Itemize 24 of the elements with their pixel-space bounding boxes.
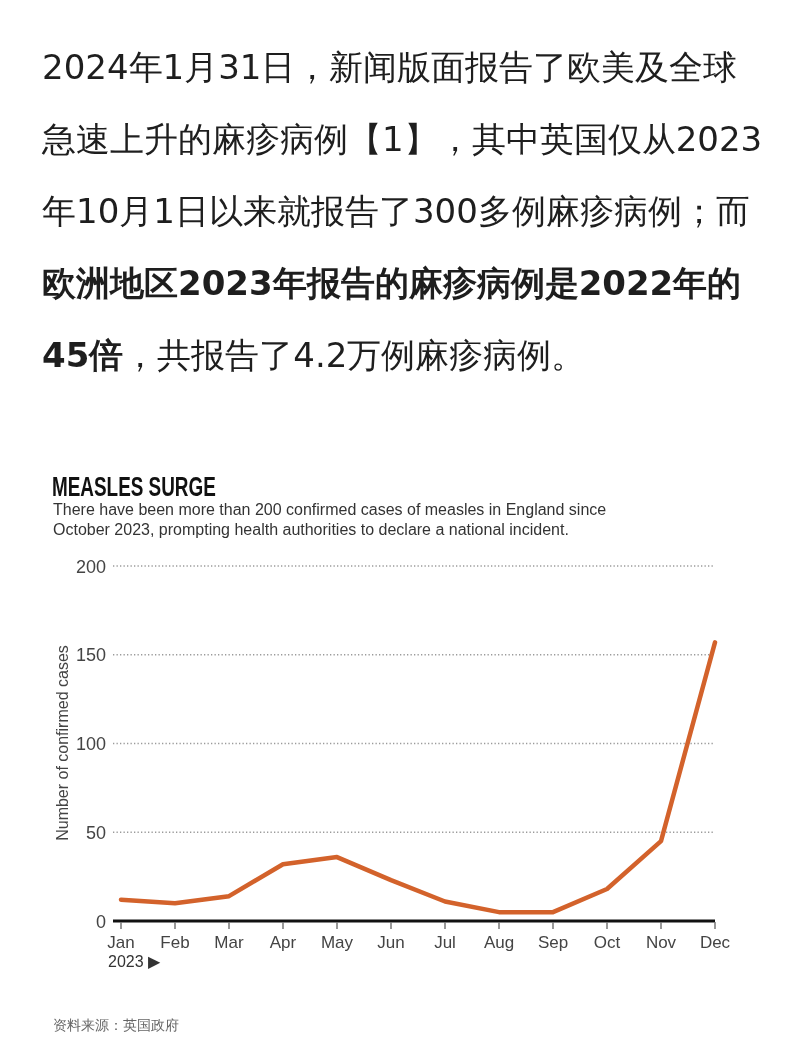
x-tick-label: Aug — [483, 933, 515, 952]
x-tick-label: Apr — [269, 933, 297, 952]
y-tick-label: 0 — [95, 911, 106, 932]
x-tick-label: Jun — [377, 933, 405, 952]
x-tick-label: Jan — [107, 933, 135, 952]
x-tick-label: Jul — [434, 933, 456, 952]
x-tick-label: Mar — [214, 933, 244, 952]
y-axis-title: Number of confirmed cases — [54, 645, 71, 841]
y-tick-label: 100 — [75, 734, 106, 754]
x-tick-label: Oct — [593, 933, 621, 952]
y-tick-label: 150 — [75, 645, 106, 666]
x-axis-title: 2023 ▶ — [108, 953, 162, 970]
text: 2024年1月31日，新闻版面报告了欧美及全球急速上升的麻疹病例【1】，其中英国仅从2023年10月1日以来就报告了300多例麻疹病例；而欧洲地区2023年报告的麻疹病例是2022年的45倍，共报告了4.2万例麻疹病例。 — [42, 46, 764, 377]
x-tick-label: Dec — [699, 933, 731, 952]
line-series — [118, 640, 718, 915]
y-tick-label: 200 — [75, 556, 106, 577]
x-tick-label: Sep — [537, 933, 569, 952]
x-tick-label: Nov — [645, 933, 677, 952]
x-tick-label: May — [320, 933, 354, 952]
chart-subtitle: There have been more than 200 confirmed cases of measles in England since October 2023, prompting health authorities to declare a national incident. — [53, 500, 608, 540]
y-tick-label: 50 — [85, 822, 106, 843]
chart-title: MEASLES SURGE — [52, 472, 216, 502]
text: 资料来源：英国政府 — [53, 1016, 179, 1034]
x-tick-label: Feb — [160, 933, 190, 952]
